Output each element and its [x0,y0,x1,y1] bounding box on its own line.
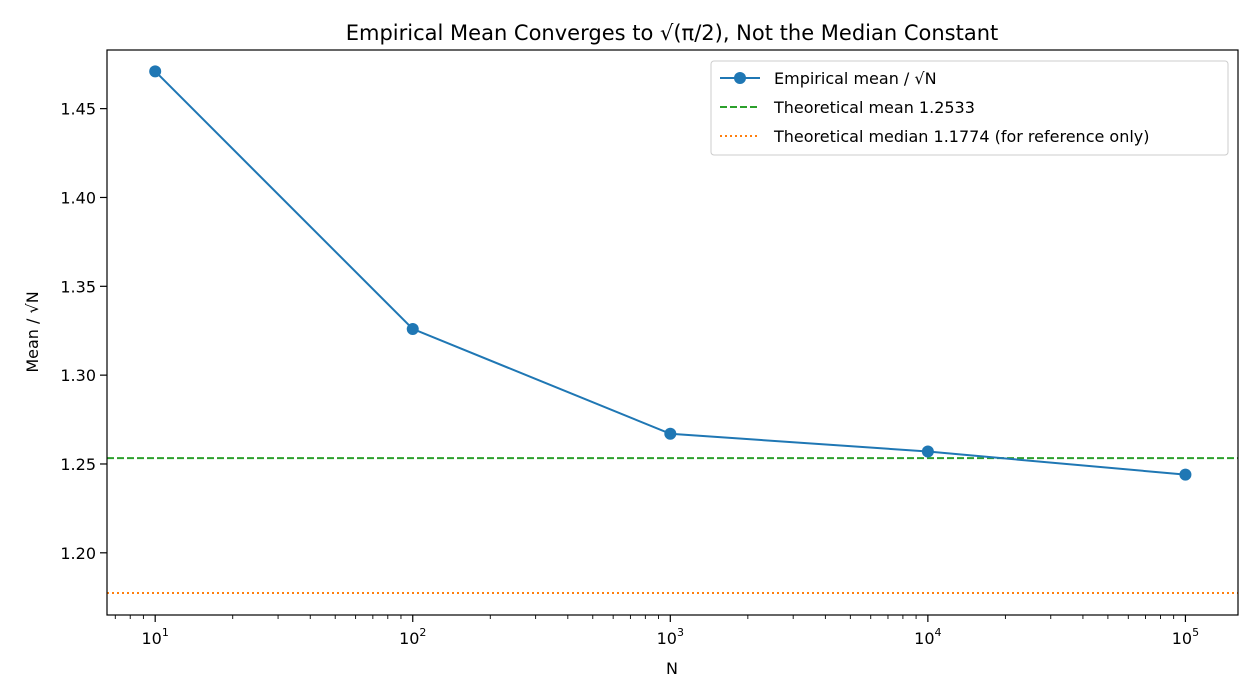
y-tick-label: 1.35 [60,277,96,296]
x-tick-label: 103 [657,626,684,648]
x-axis-ticks: 101 102 103 104 105 [114,615,1199,648]
y-tick-label: 1.30 [60,366,96,385]
x-axis-label: N [666,659,678,678]
legend-label-theoretical-mean: Theoretical mean 1.2533 [773,98,975,117]
x-tick-label: 104 [914,626,941,648]
legend-label-empirical: Empirical mean / √N [774,69,937,88]
data-point [149,65,162,78]
chart-title: Empirical Mean Converges to √(π/2), Not … [346,21,999,45]
data-point [921,445,934,458]
x-tick-label: 102 [399,626,426,648]
y-tick-label: 1.45 [60,100,96,119]
data-point [1179,468,1192,481]
y-tick-label: 1.20 [60,544,96,563]
y-axis-ticks: 1.20 1.25 1.30 1.35 1.40 1.45 [60,100,107,563]
data-point [406,322,419,335]
plot-frame [106,49,1239,616]
legend-marker-empirical [734,72,746,84]
data-point [664,427,677,440]
plot-area [107,65,1238,594]
y-axis-label: Mean / √N [23,291,42,372]
x-tick-label: 101 [142,626,169,648]
y-tick-label: 1.25 [60,455,96,474]
y-tick-label: 1.40 [60,188,96,207]
x-tick-label: 105 [1172,626,1199,648]
legend: Empirical mean / √N Theoretical mean 1.2… [710,60,1229,156]
legend-label-theoretical-median: Theoretical median 1.1774 (for reference… [773,127,1150,146]
legend-box [710,60,1229,156]
